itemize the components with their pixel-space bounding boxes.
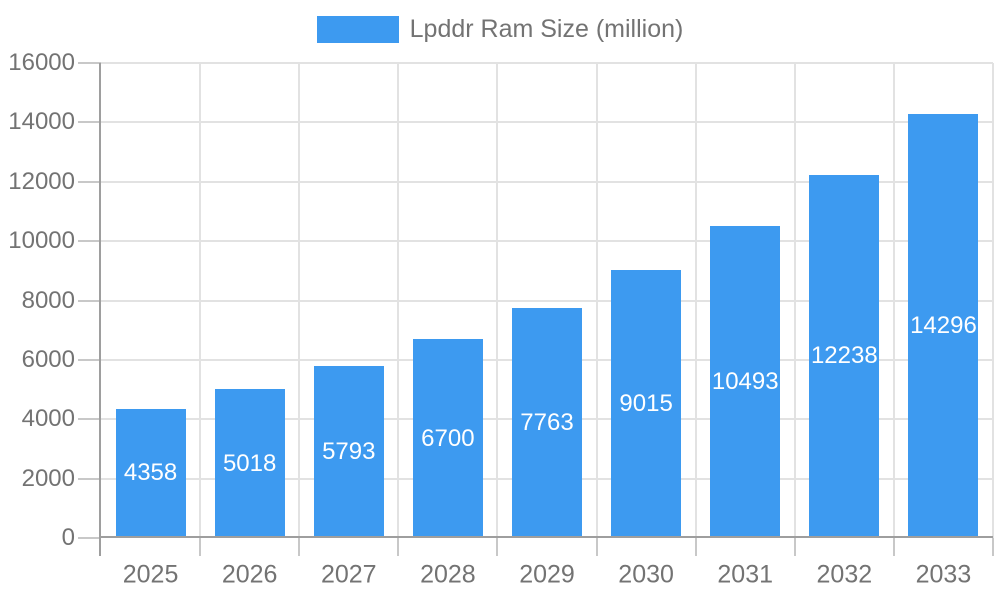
bar-value-label: 4358 xyxy=(123,459,178,487)
gridline-vertical xyxy=(199,63,202,538)
bar[interactable] xyxy=(512,307,582,536)
bar-value-label: 10493 xyxy=(711,368,779,396)
x-axis-tick xyxy=(992,538,994,556)
x-axis-tick xyxy=(694,538,697,556)
x-axis-label: 2033 xyxy=(915,560,972,589)
legend-swatch xyxy=(316,16,399,43)
x-axis-label: 2029 xyxy=(519,560,575,589)
bar-value-label: 5018 xyxy=(222,449,277,477)
bar[interactable] xyxy=(214,389,285,536)
bar-value-label: 5793 xyxy=(322,438,376,465)
y-axis-tick xyxy=(78,121,101,124)
y-axis-label: 16000 xyxy=(8,49,75,76)
x-axis-tick xyxy=(892,538,895,556)
bar-value-label: 9015 xyxy=(619,390,673,418)
gridline-vertical xyxy=(496,63,499,538)
y-axis-tick xyxy=(78,180,101,183)
bar[interactable] xyxy=(809,174,880,536)
y-axis-tick xyxy=(78,537,101,539)
y-axis-tick xyxy=(78,358,101,361)
gridline-vertical xyxy=(397,63,400,538)
legend[interactable]: Lpddr Ram Size (million) xyxy=(0,16,1000,43)
x-axis-line xyxy=(99,536,993,538)
bar-value-label: 6700 xyxy=(421,424,475,452)
bar[interactable] xyxy=(313,366,384,536)
y-axis-tick xyxy=(78,240,101,243)
bar[interactable] xyxy=(710,226,781,536)
bar-value-label: 14296 xyxy=(910,311,977,339)
y-axis-label: 12000 xyxy=(8,167,75,195)
gridline-vertical xyxy=(992,63,994,538)
bar[interactable] xyxy=(611,270,682,536)
x-axis-tick xyxy=(496,538,499,556)
gridline-horizontal xyxy=(101,121,993,124)
bar[interactable] xyxy=(908,113,979,536)
y-axis-tick xyxy=(78,418,101,421)
x-axis-tick xyxy=(595,538,598,556)
x-axis-tick xyxy=(397,538,400,556)
y-axis-label: 0 xyxy=(61,524,75,551)
gridline-horizontal xyxy=(101,62,993,64)
gridline-vertical xyxy=(694,63,697,538)
y-axis-tick xyxy=(78,62,101,64)
gridline-vertical xyxy=(298,63,301,538)
x-axis-label: 2025 xyxy=(122,560,179,589)
x-axis-tick xyxy=(793,538,796,556)
bar-value-label: 12238 xyxy=(810,342,878,370)
bar-value-label: 7763 xyxy=(520,408,574,436)
y-axis-label: 6000 xyxy=(21,345,75,373)
legend-label: Lpddr Ram Size (million) xyxy=(409,15,684,43)
y-axis-line xyxy=(99,63,101,556)
y-axis-label: 14000 xyxy=(8,108,75,136)
x-axis-label: 2031 xyxy=(717,560,774,589)
x-axis-label: 2028 xyxy=(420,560,476,589)
y-axis-label: 4000 xyxy=(21,405,75,433)
bar[interactable] xyxy=(115,408,186,536)
y-axis-label: 8000 xyxy=(21,286,75,314)
y-axis-label: 2000 xyxy=(21,464,75,492)
y-axis-tick xyxy=(78,477,101,480)
y-axis-label: 10000 xyxy=(8,227,75,255)
x-axis-tick xyxy=(199,538,202,556)
x-axis-label: 2030 xyxy=(618,560,674,589)
x-axis-label: 2032 xyxy=(816,560,873,589)
gridline-vertical xyxy=(793,63,796,538)
bar[interactable] xyxy=(412,339,483,536)
y-axis-tick xyxy=(78,299,101,302)
gridline-vertical xyxy=(595,63,598,538)
x-axis-label: 2026 xyxy=(221,560,278,589)
gridline-vertical xyxy=(892,63,895,538)
x-axis-label: 2027 xyxy=(320,560,377,589)
x-axis-tick xyxy=(298,538,301,556)
